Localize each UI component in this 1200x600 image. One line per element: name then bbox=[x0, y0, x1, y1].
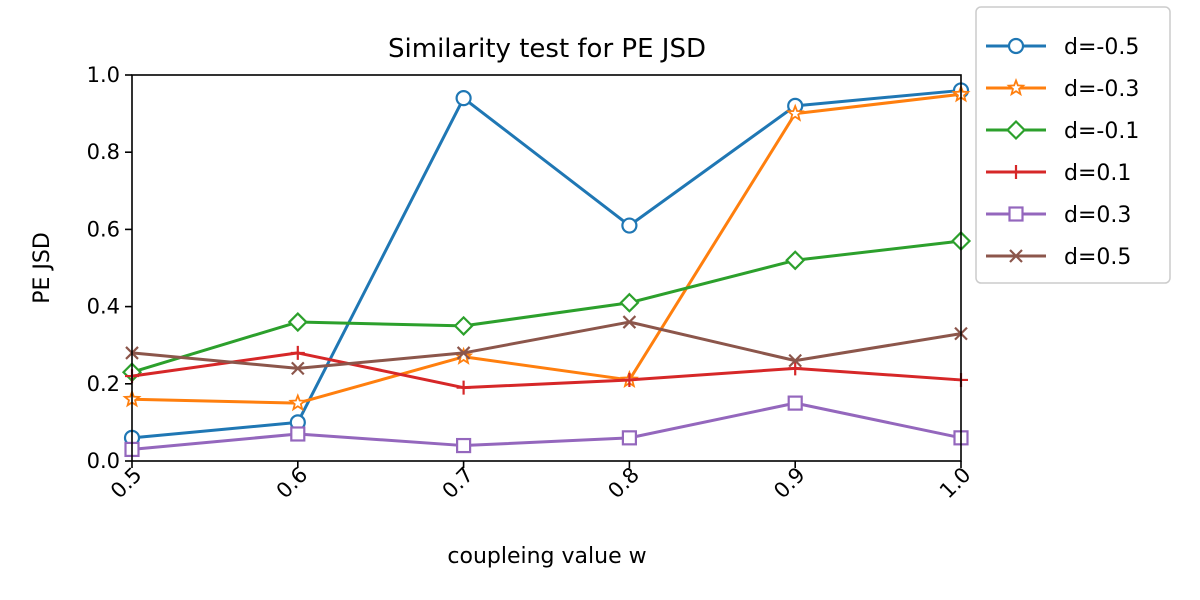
data-point-d-0p1 bbox=[622, 372, 637, 387]
data-point-d-0p1 bbox=[290, 345, 305, 360]
legend-item-d-0p3: d=0.3 bbox=[986, 203, 1131, 228]
legend-item-d--0p1: d=-0.1 bbox=[986, 119, 1139, 144]
series-line-d-0p1 bbox=[131, 351, 962, 390]
series-line-d-0p3 bbox=[131, 401, 962, 451]
data-point-d-0p3 bbox=[456, 437, 472, 454]
y-tick-label: 0.2 bbox=[87, 372, 120, 396]
data-point-d-0p5 bbox=[456, 346, 471, 360]
legend-item-d-0p5: d=0.5 bbox=[986, 245, 1131, 270]
legend-item-d--0p3: d=-0.3 bbox=[986, 77, 1139, 102]
data-point-d--0p1 bbox=[453, 315, 474, 336]
y-tick-label: 1.0 bbox=[87, 63, 120, 87]
data-point-d-0p5 bbox=[291, 361, 305, 376]
data-point-d--0p5 bbox=[621, 217, 638, 234]
data-point-d--0p3 bbox=[785, 103, 805, 122]
series-d--0p5 bbox=[123, 82, 970, 446]
legend-marker bbox=[1007, 37, 1025, 55]
data-point-d-0p3 bbox=[621, 430, 638, 446]
legend-marker bbox=[1009, 165, 1023, 179]
legend-marker bbox=[1008, 206, 1024, 222]
y-tick-label: 0.0 bbox=[87, 449, 120, 473]
legend-label: d=0.1 bbox=[1064, 161, 1131, 186]
legend-marker bbox=[1006, 77, 1026, 97]
series-d-0p1 bbox=[125, 345, 968, 395]
plot-area bbox=[121, 82, 972, 458]
data-point-d--0p5 bbox=[455, 90, 472, 107]
data-point-d-0p1 bbox=[456, 380, 471, 395]
x-tick-label: 0.9 bbox=[769, 463, 810, 504]
y-axis-label: PE JSD bbox=[30, 232, 55, 304]
data-point-d-0p1 bbox=[788, 361, 803, 376]
series-line-d--0p3 bbox=[131, 92, 962, 405]
axes-frame bbox=[131, 74, 962, 462]
legend-label: d=-0.3 bbox=[1064, 77, 1139, 102]
series-d-0p3 bbox=[124, 395, 969, 458]
data-point-d-0p3 bbox=[290, 426, 306, 442]
chart-title: Similarity test for PE JSD bbox=[388, 34, 706, 64]
legend-item-d--0p5: d=-0.5 bbox=[986, 35, 1139, 60]
legend: d=-0.5 d=-0.3 d=-0.1 d=0.1 d=0.3 d=0.5 bbox=[975, 6, 1171, 284]
legend-label: d=0.3 bbox=[1064, 203, 1131, 228]
y-tick-label: 0.4 bbox=[87, 295, 120, 319]
data-point-d-0p5 bbox=[622, 315, 637, 329]
series-line-d--0p5 bbox=[131, 88, 962, 440]
x-tick-label: 0.8 bbox=[603, 463, 644, 504]
x-tick-label: 0.6 bbox=[272, 463, 313, 504]
series-line-d--0p1 bbox=[131, 239, 962, 374]
legend-marker bbox=[1005, 119, 1027, 141]
data-point-d-0p5 bbox=[788, 353, 802, 368]
series-d-0p5 bbox=[125, 315, 968, 376]
data-point-d-0p3 bbox=[787, 395, 803, 411]
axis-ticks: 0.00.20.40.60.81.00.5 0.6 0.7 0.8 0.9 1.0 bbox=[87, 63, 976, 503]
data-point-d--0p1 bbox=[785, 250, 806, 271]
x-tick-label: 0.7 bbox=[438, 463, 479, 504]
data-point-d--0p1 bbox=[619, 292, 640, 313]
legend-marker bbox=[1009, 249, 1023, 263]
series-line-d-0p5 bbox=[131, 320, 962, 370]
legend-label: d=-0.1 bbox=[1064, 119, 1139, 144]
data-point-d--0p3 bbox=[288, 393, 308, 412]
legend-label: d=-0.5 bbox=[1064, 35, 1139, 60]
x-tick-label: 1.0 bbox=[935, 463, 976, 504]
legend-item-d-0p1: d=0.1 bbox=[986, 161, 1131, 186]
y-tick-label: 0.8 bbox=[87, 140, 120, 164]
data-point-d--0p1 bbox=[287, 311, 308, 333]
legend-label: d=0.5 bbox=[1064, 245, 1131, 270]
y-tick-label: 0.6 bbox=[87, 217, 120, 241]
x-axis-label: coupleing value w bbox=[447, 544, 646, 569]
